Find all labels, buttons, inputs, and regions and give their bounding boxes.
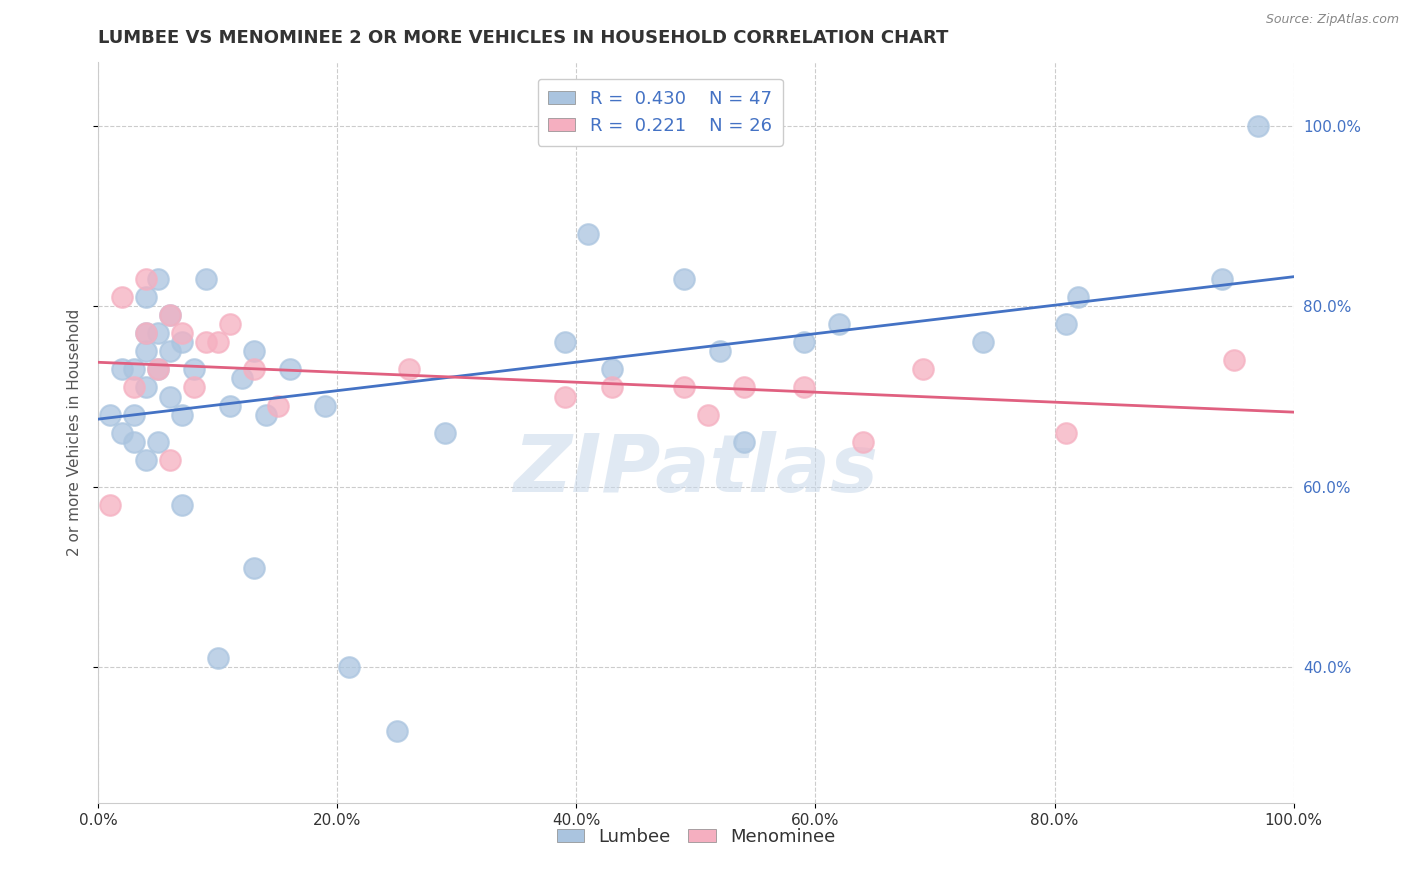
Point [159,344,181,359]
Point [159,390,181,404]
Point [172,498,194,512]
Point [111,362,134,376]
Point [98,408,122,422]
Point [183,362,205,376]
Point [1211,272,1233,286]
Point [911,362,934,376]
Point [243,344,266,359]
Point [124,434,146,449]
Point [231,371,253,385]
Point [1247,119,1270,133]
Point [98,498,122,512]
Point [602,362,624,376]
Y-axis label: 2 or more Vehicles in Household: 2 or more Vehicles in Household [67,309,83,557]
Point [148,326,170,341]
Point [578,227,600,241]
Point [554,335,576,350]
Point [385,723,409,738]
Point [172,326,194,341]
Point [195,272,218,286]
Point [135,344,157,359]
Point [709,344,731,359]
Point [1067,290,1090,304]
Legend: Lumbee, Menominee: Lumbee, Menominee [550,821,842,853]
Point [207,335,229,350]
Point [135,326,157,341]
Point [852,434,875,449]
Point [124,380,146,394]
Point [793,380,815,394]
Point [554,390,576,404]
Point [1223,353,1246,368]
Point [697,408,720,422]
Point [135,326,157,341]
Point [219,399,242,413]
Point [159,452,181,467]
Point [243,362,266,376]
Point [673,380,696,394]
Point [159,308,181,322]
Point [267,399,290,413]
Point [1056,318,1078,332]
Point [124,408,146,422]
Point [673,272,696,286]
Point [135,290,157,304]
Point [172,408,194,422]
Point [183,380,205,394]
Point [111,290,134,304]
Point [278,362,301,376]
Point [828,318,851,332]
Point [1056,425,1078,440]
Point [148,434,170,449]
Point [315,399,337,413]
Point [148,362,170,376]
Point [148,362,170,376]
Point [254,408,277,422]
Point [602,380,624,394]
Point [972,335,994,350]
Point [243,561,266,575]
Point [793,335,815,350]
Point [207,651,229,665]
Point [172,335,194,350]
Text: LUMBEE VS MENOMINEE 2 OR MORE VEHICLES IN HOUSEHOLD CORRELATION CHART: LUMBEE VS MENOMINEE 2 OR MORE VEHICLES I… [98,29,949,47]
Point [159,308,181,322]
Point [135,380,157,394]
Point [124,362,146,376]
Point [398,362,420,376]
Point [148,272,170,286]
Point [733,380,755,394]
Point [135,452,157,467]
Point [111,425,134,440]
Text: ZIPatlas: ZIPatlas [513,431,879,508]
Text: Source: ZipAtlas.com: Source: ZipAtlas.com [1265,13,1399,27]
Point [135,272,157,286]
Point [195,335,218,350]
Point [339,660,361,674]
Point [434,425,457,440]
Point [219,318,242,332]
Point [733,434,755,449]
